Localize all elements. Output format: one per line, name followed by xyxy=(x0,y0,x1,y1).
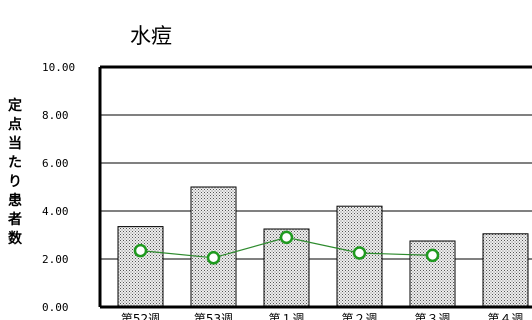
x-tick-label: 第１週 xyxy=(268,312,304,320)
y-axis-label-char: り xyxy=(8,174,22,190)
y-axis-label-char: 当 xyxy=(8,135,22,152)
y-axis-label-char: 者 xyxy=(8,212,22,228)
line-marker xyxy=(352,246,367,260)
line-marker xyxy=(425,248,440,263)
y-tick-label: 8.00 xyxy=(42,109,69,122)
bar xyxy=(482,233,529,308)
y-tick-label: 4.00 xyxy=(42,205,69,218)
x-tick-label: 第53週 xyxy=(194,312,233,320)
chart-title: 水痘 xyxy=(130,24,172,48)
line-marker xyxy=(133,243,148,258)
line-marker xyxy=(279,230,294,245)
y-axis-label-char: た xyxy=(8,155,22,171)
x-tick-label: 第３週 xyxy=(414,312,450,320)
y-axis-label-char: 定 xyxy=(8,97,22,114)
y-axis-label-char: 点 xyxy=(8,116,22,133)
x-tick-label: 第４週 xyxy=(487,312,523,320)
bar xyxy=(117,226,164,308)
x-tick-label: 第２週 xyxy=(341,312,377,320)
line-marker xyxy=(206,251,221,265)
y-tick-label: 10.00 xyxy=(42,61,75,74)
y-axis-label-char: 数 xyxy=(8,230,23,247)
y-axis-label-char: 患 xyxy=(8,192,22,209)
y-tick-label: 2.00 xyxy=(42,253,69,266)
x-tick-label: 第52週 xyxy=(121,312,160,320)
y-tick-label: 0.00 xyxy=(42,301,69,314)
bar xyxy=(190,186,237,308)
y-tick-label: 6.00 xyxy=(42,157,69,170)
